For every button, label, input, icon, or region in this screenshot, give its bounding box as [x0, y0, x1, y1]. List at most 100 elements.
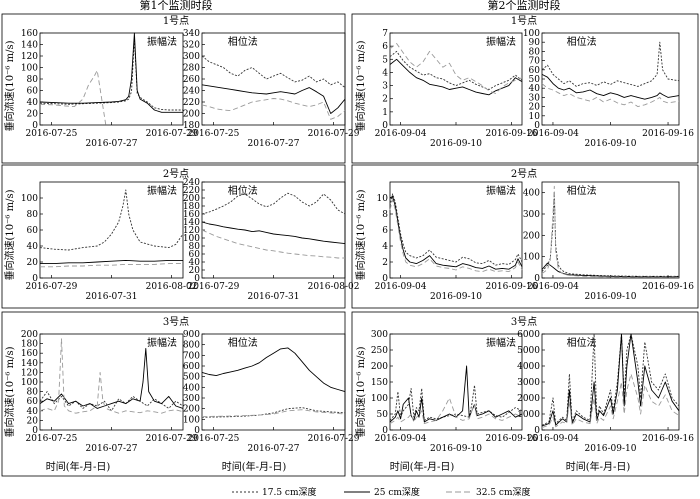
method-label: 相位法 — [567, 336, 597, 349]
method-label: 相位法 — [228, 35, 258, 48]
y-tick-label: 4 — [382, 68, 388, 78]
x-tick-label: 2016-09-04 — [375, 129, 427, 139]
chart-p3_t1_amp: 0204060801001201401601802002016-07-25201… — [21, 330, 198, 454]
y-tick-label: 7 — [382, 29, 388, 39]
y-tick-label: 500 — [183, 373, 200, 383]
y-tick-label: 40 — [189, 258, 201, 268]
y-tick-label: 280 — [183, 64, 200, 74]
x-tick-label: 2016-09-10 — [430, 292, 482, 302]
y-tick-label: 70 — [529, 57, 541, 67]
plot-area — [541, 32, 680, 126]
x-tick-label: 2016-07-31 — [248, 292, 300, 302]
series-line-s3 — [541, 83, 680, 108]
y-tick-label: 20 — [27, 416, 39, 426]
point-label-2-period-1: 2号点 — [163, 168, 189, 180]
y-tick-label: 80 — [27, 210, 39, 220]
x-tick-label: 2016-07-31 — [86, 292, 138, 302]
x-tick-label: 2016-07-29 — [187, 282, 239, 292]
y-tick-label: 80 — [27, 75, 39, 85]
y-tick-label: 40 — [529, 84, 541, 94]
method-label: 振幅法 — [147, 336, 177, 349]
point-label-3-period-2: 3号点 — [511, 316, 537, 328]
y-tick-label: 3 — [382, 82, 388, 92]
y-tick-label: 300 — [183, 394, 200, 404]
x-tick-label: 2016-09-04 — [527, 282, 579, 292]
series-line-s2 — [389, 365, 523, 423]
y-tick-label: 180 — [183, 202, 200, 212]
series-line-s3 — [39, 69, 107, 126]
y-tick-label: 60 — [27, 397, 39, 407]
series-line-s1 — [541, 192, 679, 277]
y-tick-label: 6 — [382, 42, 388, 52]
y-tick-label: 240 — [183, 87, 200, 97]
plot-area — [541, 181, 680, 279]
y-tick-label: 340 — [183, 29, 200, 39]
x-tick-label: 2016-09-16 — [485, 282, 537, 292]
series-line-s1 — [541, 41, 680, 87]
x-tick-label: 2016-08-02 — [146, 282, 198, 292]
y-tick-label: 400 — [523, 189, 540, 199]
chart-p2_t1_amp: 0204060801002016-07-292016-07-312016-08-… — [21, 181, 198, 302]
chart-p3_t2_phase: 0 1000 2000 3000 4000 5000 6000 2016-09-04 2016-… — [517, 330, 694, 454]
y-tick-label: 0 — [194, 274, 200, 284]
y-tick-label: 60 — [189, 250, 201, 260]
y-tick-label: 40 — [27, 98, 39, 108]
y-tick-label: 200 — [183, 405, 200, 415]
y-tick-label: 3000 — [517, 378, 540, 388]
x-tick-label: 2016-09-10 — [585, 444, 637, 454]
y-axis-label-1-period-2: 垂向流速(10⁻⁶ m/s) — [354, 40, 367, 131]
y-tick-label: 120 — [21, 52, 38, 62]
y-tick-label: 0 — [534, 121, 540, 131]
y-tick-label: 200 — [371, 362, 388, 372]
series-line-s3 — [389, 43, 523, 94]
series-line-s1 — [201, 192, 346, 215]
y-tick-label: 1000 — [517, 410, 540, 420]
header-period-1: 第1个监测时段 — [140, 0, 213, 12]
y-tick-label: 200 — [183, 110, 200, 120]
series-line-s3 — [39, 338, 184, 414]
y-tick-label: 140 — [21, 359, 38, 369]
panel-frame-4 — [351, 164, 699, 309]
series-line-s3 — [40, 263, 183, 268]
y-tick-label: 0 — [534, 274, 540, 284]
y-axis-label-3-period-2: 垂向流速(10⁻⁶ m/s) — [354, 346, 367, 437]
y-tick-label: 60 — [27, 226, 39, 236]
series-line-s2 — [389, 195, 523, 270]
y-tick-label: 180 — [21, 340, 38, 350]
y-tick-label: 20 — [189, 266, 201, 276]
y-tick-label: 100 — [21, 378, 38, 388]
y-tick-label: 100 — [21, 64, 38, 74]
x-tick-label: 2016-09-04 — [375, 434, 427, 444]
chart-p3_t2_amp: 0501001502002503002016-09-042016-09-1020… — [371, 330, 538, 454]
panel-frame-6 — [351, 311, 699, 477]
y-axis-label-3-period-1: 垂向流速(10⁻⁶ m/s) — [3, 346, 16, 437]
y-tick-label: 120 — [21, 368, 38, 378]
y-tick-label: 10 — [377, 194, 389, 204]
y-tick-label: 180 — [183, 121, 200, 131]
y-tick-label: 50 — [377, 410, 389, 420]
series-line-s3 — [201, 229, 345, 259]
y-tick-label: 400 — [183, 383, 200, 393]
y-tick-label: 100 — [371, 394, 388, 404]
y-tick-label: 5 — [382, 55, 388, 65]
y-tick-label: 100 — [183, 234, 200, 244]
plot-area — [201, 333, 346, 431]
y-tick-label: 220 — [183, 98, 200, 108]
series-line-s3 — [541, 373, 680, 429]
point-label-3-period-1: 3号点 — [163, 316, 189, 328]
legend-label-s1: 17.5 cm深度 — [262, 486, 316, 498]
y-tick-label: 0 — [382, 121, 388, 131]
y-tick-label: 300 — [371, 330, 388, 340]
y-tick-label: 1 — [382, 108, 388, 118]
y-tick-label: 240 — [183, 178, 200, 188]
x-axis-label-1: 时间(年-月-日) — [46, 460, 111, 473]
x-tick-label: 2016-09-04 — [527, 129, 579, 139]
y-tick-label: 2 — [382, 258, 388, 268]
x-tick-label: 2016-09-04 — [375, 282, 427, 292]
y-axis-label-2-period-2: 垂向流速(10⁻⁶ m/s) — [354, 189, 367, 280]
y-tick-label: 140 — [183, 218, 200, 228]
